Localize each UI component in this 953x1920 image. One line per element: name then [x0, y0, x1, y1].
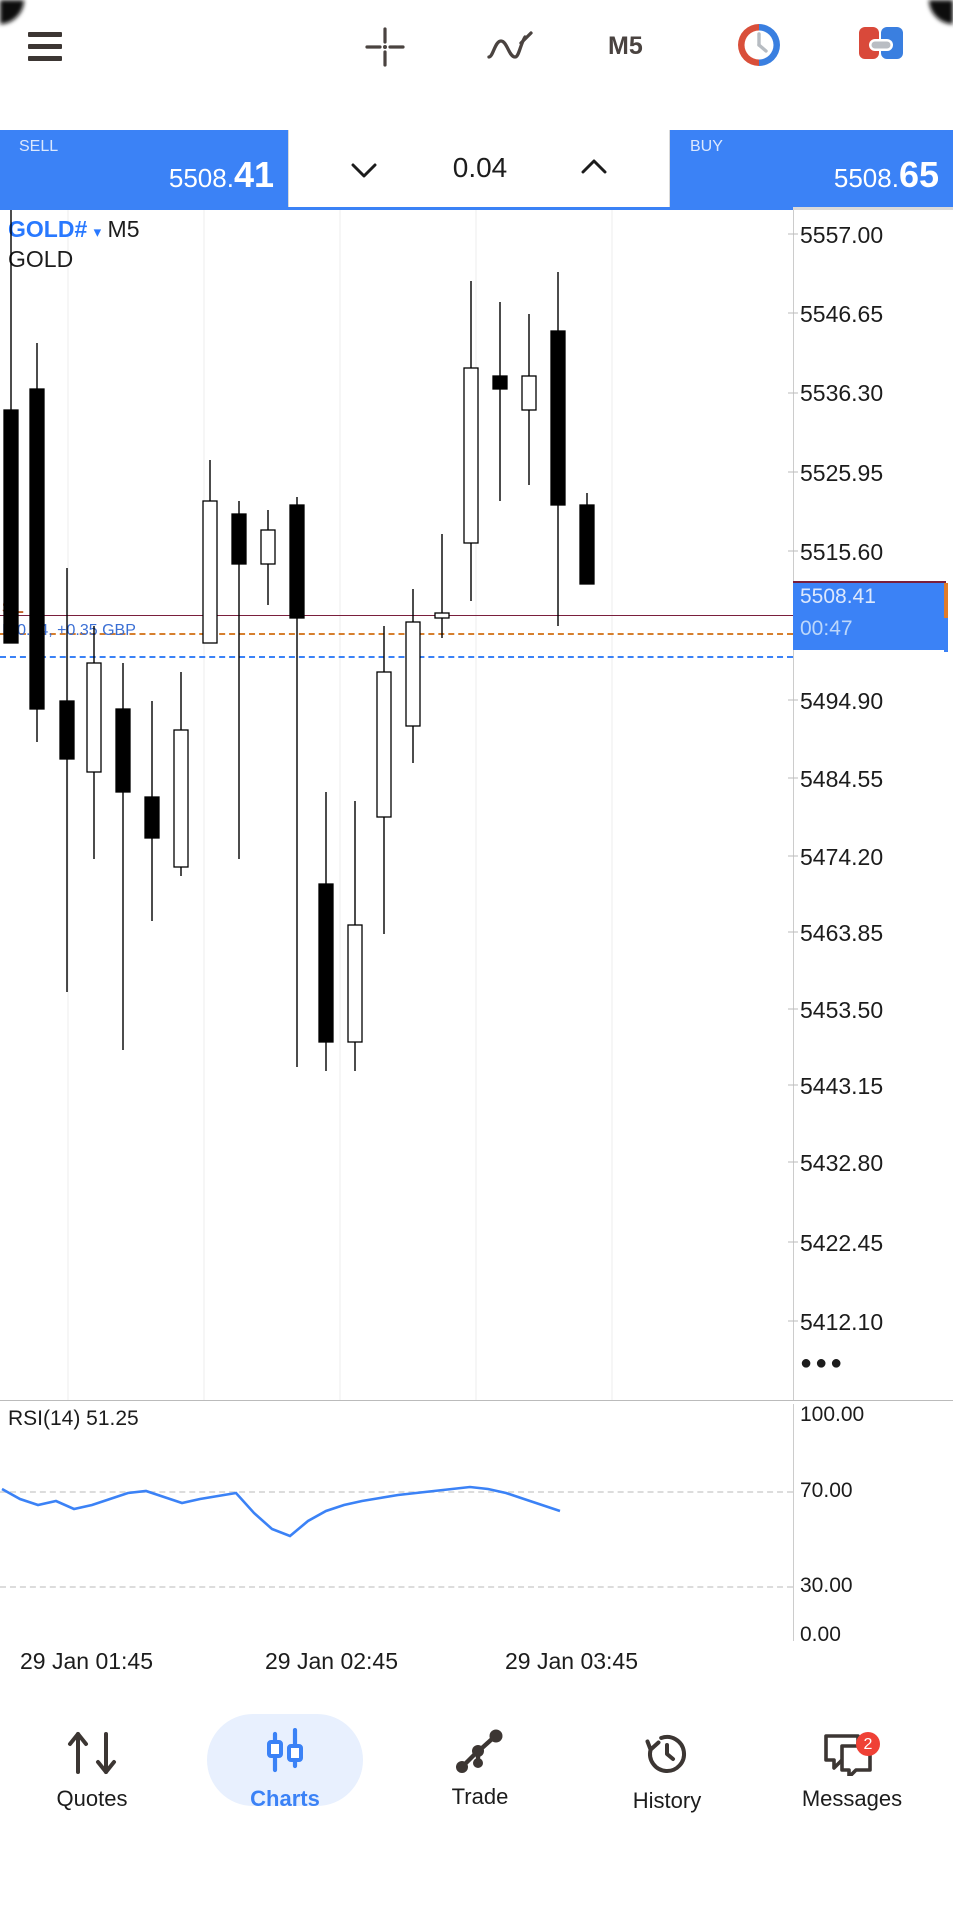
svg-text:2: 2	[864, 1736, 873, 1753]
